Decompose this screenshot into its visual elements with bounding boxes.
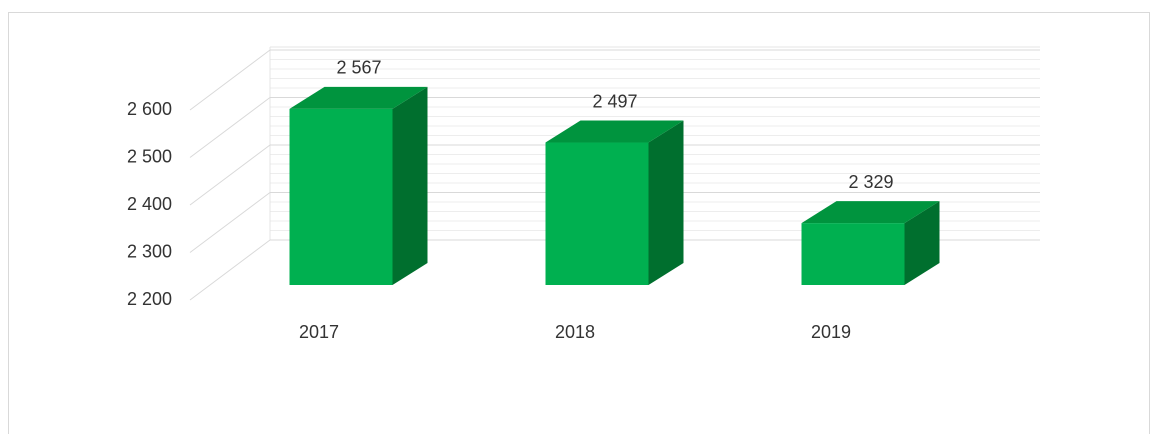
grid-depth [189, 144, 271, 206]
grid-depth [189, 239, 271, 301]
bar-top [801, 201, 940, 224]
grid-depth [189, 192, 271, 253]
bar-side [904, 201, 940, 285]
y-tick-label: 2 500 [127, 146, 172, 166]
y-tick-label: 2 400 [127, 194, 172, 214]
data-label: 2 497 [592, 91, 637, 111]
bar-top [545, 120, 684, 143]
x-tick-label: 2018 [555, 322, 595, 342]
x-tick-label: 2019 [811, 322, 851, 342]
y-tick-label: 2 200 [127, 289, 172, 309]
y-tick-label: 2 300 [127, 241, 172, 261]
bar [545, 142, 649, 285]
x-tick-label: 2017 [299, 322, 339, 342]
bar [801, 223, 905, 285]
bar-side [392, 86, 428, 285]
y-tick-label: 2 600 [127, 99, 172, 119]
data-label: 2 567 [336, 58, 381, 78]
grid-depth [189, 97, 271, 158]
bar-side [648, 120, 684, 285]
data-label: 2 329 [848, 172, 893, 192]
grid-depth [189, 49, 271, 111]
bar [289, 108, 393, 285]
bar-top [289, 86, 428, 109]
chart-border [8, 12, 1150, 434]
